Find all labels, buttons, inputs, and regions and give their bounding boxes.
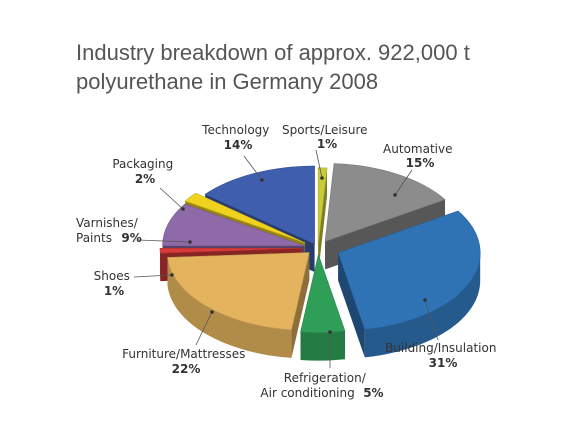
label-furniture-value: 22% [172,362,201,376]
label-refrigeration-value: 5% [363,386,383,400]
slice-side-building-insulation-1 [338,252,365,358]
slice-top-furniture-mattresses [167,252,310,331]
label-technology: Technology 14% [201,121,274,152]
label-furniture-name: Furniture/Mattresses [122,347,245,361]
leader-line-automative [394,169,413,196]
chart-title: Industry breakdown of approx. 922,000 t … [76,38,556,96]
leader-line-shoes [133,274,173,278]
label-packaging-name: Packaging [112,157,173,171]
label-refrigeration-name-1: Refrigeration/ [284,371,367,385]
leader-line-packaging [159,187,184,210]
label-automative-value: 15% [406,156,435,170]
slice-rim-furniture-mattresses-0 [167,257,292,358]
label-packaging-value: 2% [135,172,155,186]
leader-dot-automative [393,193,397,197]
leader-dot-packaging [181,207,185,211]
leader-lines [133,149,439,368]
chart-title-line-1: Industry breakdown of approx. 922,000 t [76,40,470,65]
label-packaging: Packaging 2% [112,155,177,186]
label-varnishes-name-1: Varnishes/ [76,216,139,230]
label-automative-name: Automative [383,142,452,156]
slice-sports-leisure [317,167,328,274]
label-building-value: 31% [429,356,458,370]
label-varnishes-name-2: Paints [76,231,112,245]
slice-top-packaging [184,192,306,244]
slice-labels: Sports/Leisure 1% Automative 15% Buildin… [76,121,501,401]
leader-line-furniture [195,311,213,346]
leader-dot-furniture [210,310,214,314]
label-sports-value: 1% [317,137,337,151]
slice-refrigeration-air-conditioning [300,253,346,361]
leader-dot-shoes [170,273,174,277]
slice-top-building-insulation [337,210,481,330]
leader-line-varnishes [137,239,191,243]
label-furniture: Furniture/Mattresses 22% [122,345,250,376]
slice-side-sports-leisure-1 [318,167,328,274]
slice-building-insulation [337,210,481,358]
slice-rim-refrigeration-air-conditioning-0 [300,331,345,361]
slice-rim-building-insulation-0 [364,252,481,358]
label-shoes-name: Shoes [94,269,130,283]
label-automative: Automative 15% [383,140,457,170]
leader-dots [170,176,427,334]
label-varnishes: Varnishes/ Paints 9% [76,214,142,246]
label-building-name: Building/Insulation [385,341,496,355]
slice-top-sports-leisure [317,167,328,246]
leader-dot-technology [260,178,264,182]
leader-dot-sports [320,176,324,180]
label-sports: Sports/Leisure 1% [282,121,372,151]
label-sports-name: Sports/Leisure [282,123,368,137]
slice-top-varnishes-paints [162,203,305,247]
slice-top-shoes [159,247,303,254]
slice-top-refrigeration-air-conditioning [300,253,346,333]
pie-slices [159,163,481,361]
label-shoes-value: 1% [104,284,124,298]
slice-top-technology [204,165,315,245]
label-technology-value: 14% [224,138,253,152]
label-refrigeration: Refrigeration/ Air conditioning 5% [260,369,383,401]
leader-line-sports [315,149,323,179]
slice-top-automative [324,163,446,242]
leader-line-building [424,299,439,341]
leader-line-technology [243,155,263,181]
leader-dot-refrigeration [328,330,332,334]
label-building: Building/Insulation 31% [385,339,501,370]
chart-title-line-2: polyurethane in Germany 2008 [76,69,379,94]
label-refrigeration-name-2: Air conditioning [260,386,354,400]
leader-dot-varnishes [188,240,192,244]
leader-dot-building [423,298,427,302]
slice-furniture-mattresses [167,252,310,358]
label-varnishes-value: 9% [121,231,141,245]
label-technology-name: Technology [201,123,269,137]
label-shoes: Shoes 1% [94,267,135,298]
